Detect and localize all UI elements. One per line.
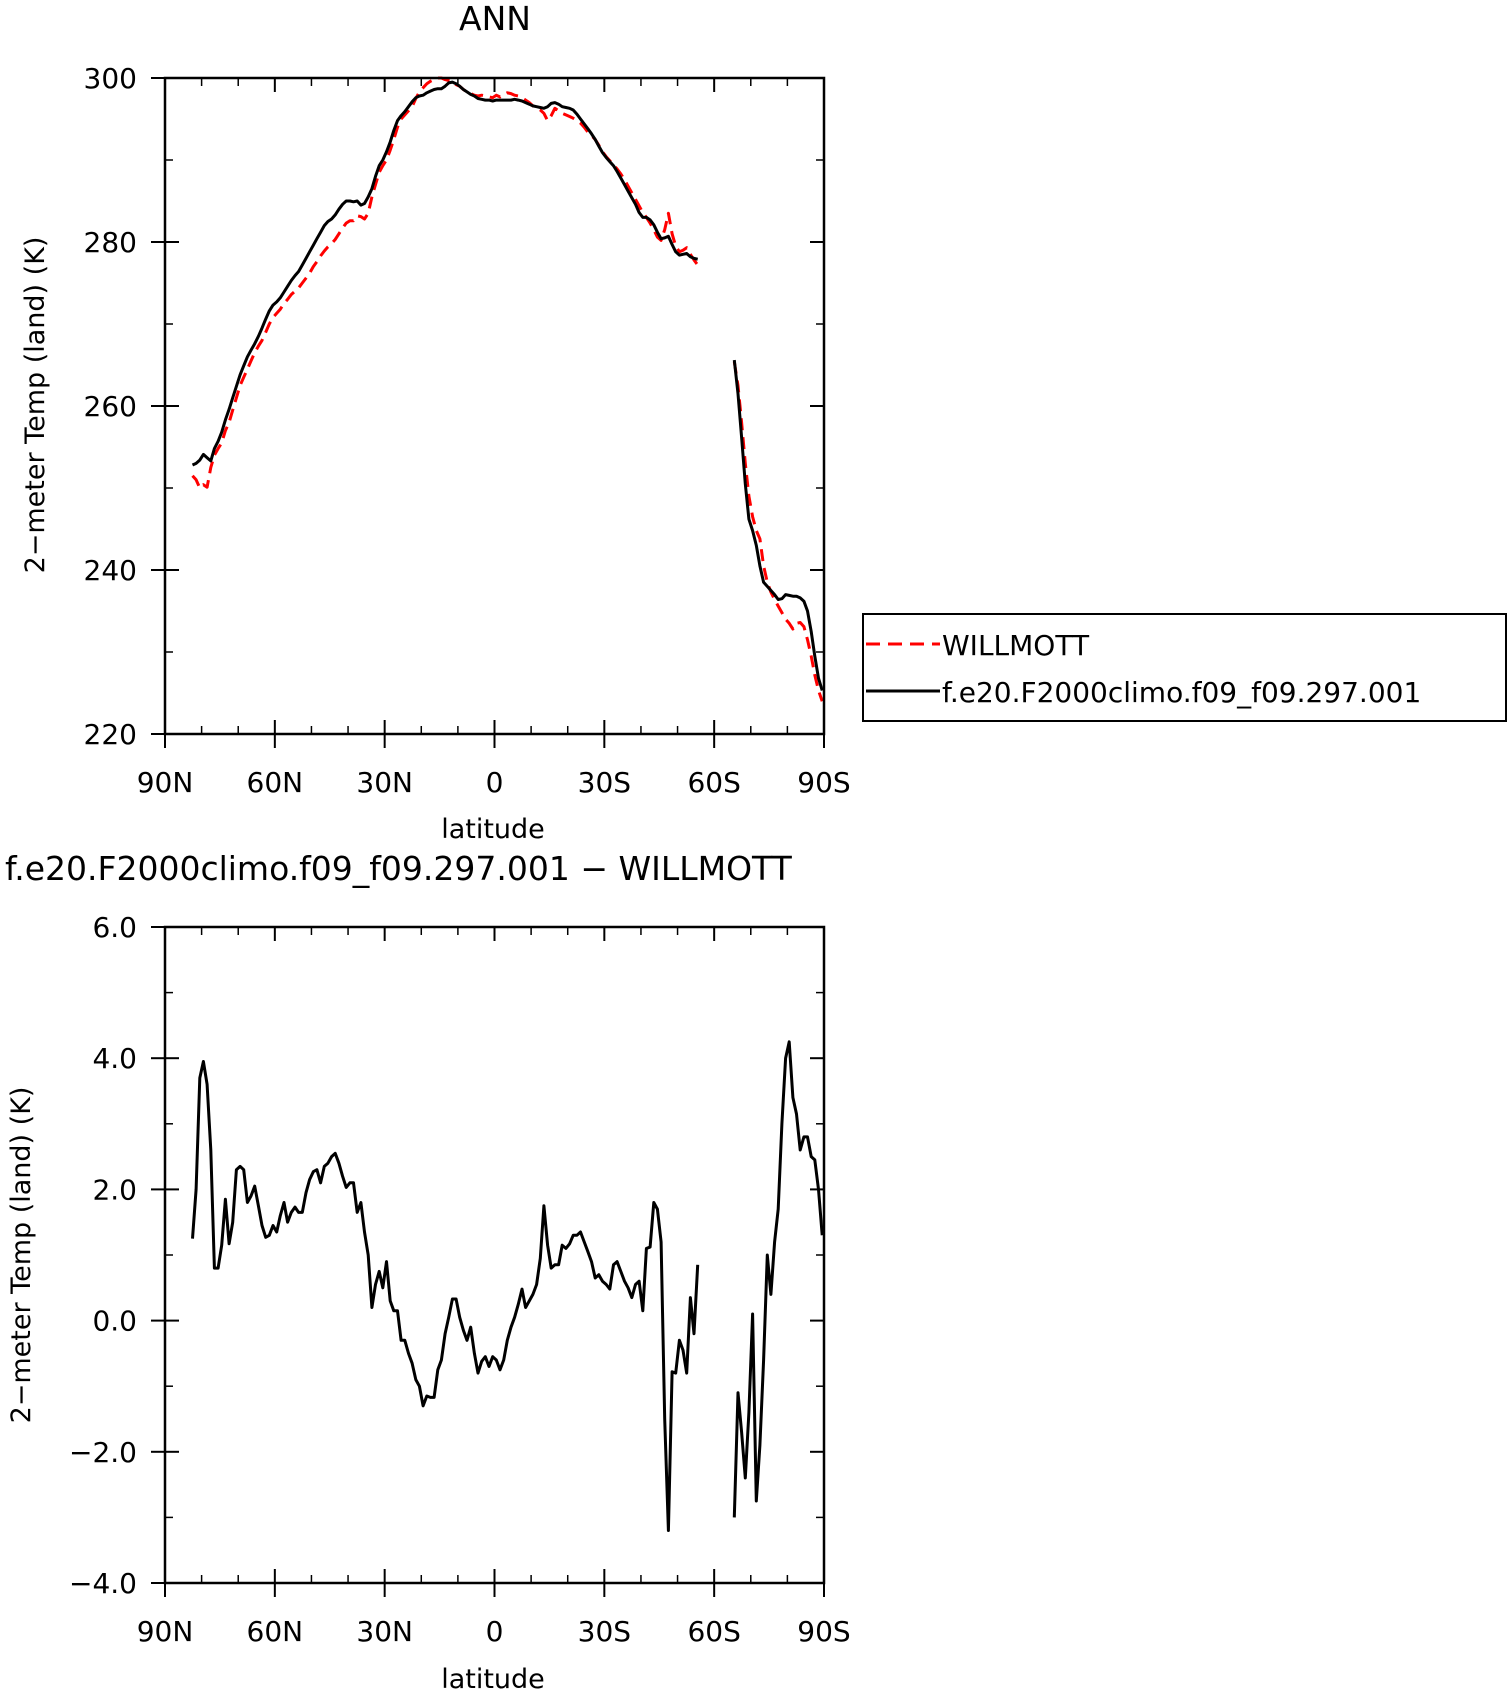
bottom-axes-ticks: 90N 60N 30N 0 30S 60S 90S −4.0 −2.0 0.0 2.0 4.0 6.0 [69,911,851,1648]
legend-label-model: f.e20.F2000climo.f09_f09.297.001 [942,676,1421,709]
bottom-y-tick-label: 6.0 [92,911,137,944]
legend: WILLMOTT f.e20.F2000climo.f09_f09.297.00… [862,613,1507,722]
top-x-tick-label: 60S [687,766,740,799]
top-series-0-segment-1-line [732,361,824,702]
top-x-tick-label: 30S [578,766,631,799]
top-plot-lines [191,76,824,702]
legend-box [862,613,1507,722]
bottom-x-tick-label: 90N [137,1615,194,1648]
bottom-panel: f.e20.F2000climo.f09_f09.297.001 − WILLM… [5,849,851,1693]
top-series-1-segment-1-line [732,359,824,691]
bottom-x-axis-label: latitude [441,1664,545,1693]
bottom-plot-lines [191,1040,824,1532]
bottom-plot-frame [163,925,826,1585]
top-x-tick-label: 30N [356,766,413,799]
bottom-series-0-segment-1-line [732,1040,824,1518]
legend-label-willmott: WILLMOTT [942,629,1090,662]
bottom-y-tick-label: −2.0 [69,1436,137,1469]
top-x-axis-label: latitude [441,814,545,845]
top-x-tick-label: 60N [247,766,304,799]
bottom-y-tick-label: −4.0 [69,1567,137,1600]
top-x-tick-label: 0 [486,766,504,799]
top-y-tick-label: 300 [84,62,137,95]
top-y-tick-label: 240 [84,554,137,587]
top-panel: ANN 2−meter Temp (land) (K) latitude 90N… [20,0,851,845]
bottom-x-tick-label: 30S [578,1615,631,1648]
top-series-0-segment-0-line [191,76,699,490]
top-x-tick-label: 90N [137,766,194,799]
bottom-y-tick-label: 4.0 [92,1042,137,1075]
bottom-x-tick-label: 60S [687,1615,740,1648]
bottom-y-tick-label: 2.0 [92,1173,137,1206]
bottom-y-tick-label: 0.0 [92,1305,137,1338]
top-x-tick-label: 90S [797,766,850,799]
bottom-chart-title: f.e20.F2000climo.f09_f09.297.001 − WILLM… [5,849,793,888]
top-y-axis-label: 2−meter Temp (land) (K) [20,237,51,574]
top-axes-ticks: 90N 60N 30N 0 30S 60S 90S 220 240 260 280 300 [84,62,851,799]
top-plot-frame [163,76,826,736]
bottom-x-tick-label: 90S [797,1615,850,1648]
bottom-x-tick-label: 60N [247,1615,304,1648]
bottom-x-tick-label: 0 [486,1615,504,1648]
bottom-x-tick-label: 30N [356,1615,413,1648]
bottom-y-axis-label: 2−meter Temp (land) (K) [6,1087,37,1424]
top-y-tick-label: 260 [84,390,137,423]
top-y-tick-label: 280 [84,226,137,259]
top-series-1-segment-0-line [191,80,699,467]
top-y-tick-label: 220 [84,718,137,751]
bottom-series-0-segment-0-line [191,1060,700,1532]
top-chart-title: ANN [459,0,531,38]
